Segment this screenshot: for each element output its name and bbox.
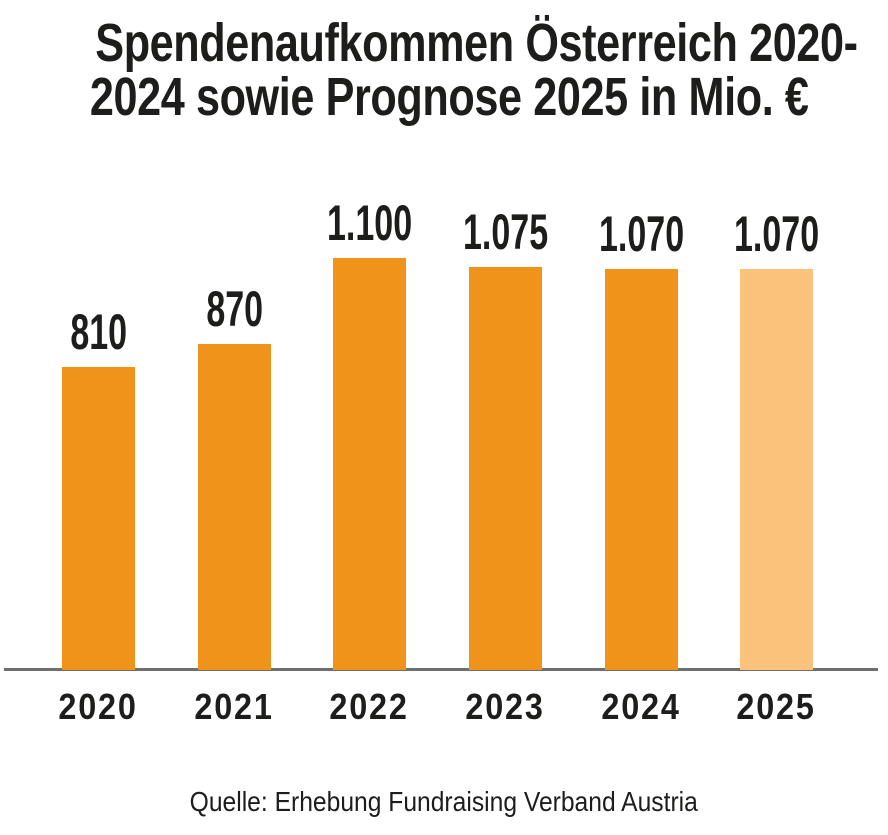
chart-title-line-1: Spendenaufkommen Österreich 2020- xyxy=(95,13,858,73)
value-label-text: 810 xyxy=(70,304,127,360)
bar-2021 xyxy=(198,344,271,670)
value-label-2020: 810 xyxy=(0,307,199,357)
value-label-2021: 870 xyxy=(135,284,335,334)
year-label-text: 2022 xyxy=(329,686,410,727)
source-caption: Quelle: Erhebung Fundraising Verband Aus… xyxy=(189,786,699,817)
year-label-2021: 2021 xyxy=(135,689,335,725)
year-label-2023: 2023 xyxy=(406,689,606,725)
value-label-text: 1.100 xyxy=(326,195,413,251)
year-label-text: 2023 xyxy=(465,686,546,727)
value-label-2023: 1.075 xyxy=(406,207,606,257)
year-label-2020: 2020 xyxy=(0,689,199,725)
year-label-2024: 2024 xyxy=(542,689,742,725)
year-label-text: 2021 xyxy=(194,686,275,727)
x-axis-line xyxy=(4,668,878,671)
chart-title-line-2: 2024 sowie Prognose 2025 in Mio. € xyxy=(89,67,809,127)
value-label-2024: 1.070 xyxy=(542,209,742,259)
value-label-text: 1.075 xyxy=(462,204,549,260)
year-label-2025: 2025 xyxy=(677,689,877,725)
bar-2020 xyxy=(62,367,135,670)
value-label-text: 870 xyxy=(206,281,263,337)
year-label-text: 2024 xyxy=(601,686,682,727)
bar-2023 xyxy=(469,267,542,670)
value-label-text: 1.070 xyxy=(733,206,820,262)
year-label-2022: 2022 xyxy=(270,689,470,725)
value-label-text: 1.070 xyxy=(598,206,685,262)
year-label-text: 2025 xyxy=(736,686,817,727)
bar-2024 xyxy=(605,269,678,670)
forecast-bar-2025 xyxy=(740,269,813,670)
year-label-text: 2020 xyxy=(58,686,139,727)
chart-title: Spendenaufkommen Österreich 2020- 2024 s… xyxy=(0,16,888,124)
value-label-2022: 1.100 xyxy=(270,198,470,248)
value-label-2025: 1.070 xyxy=(677,209,877,259)
bar-2022 xyxy=(333,258,406,670)
